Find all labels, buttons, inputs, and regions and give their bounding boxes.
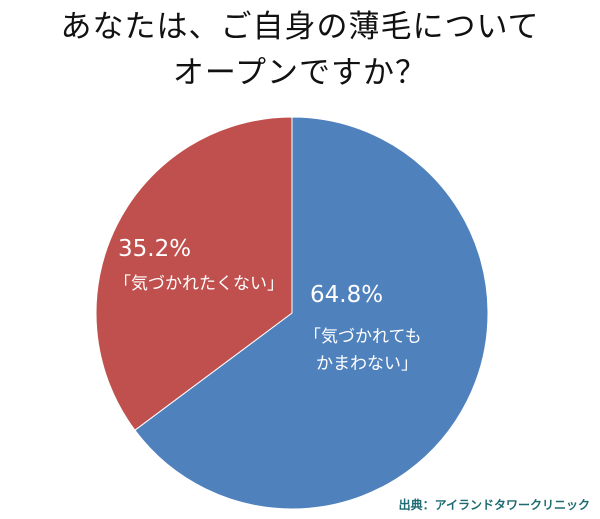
slice-value-label-hidden: 35.2% (118, 236, 191, 262)
chart-title-line-1: あなたは、ご自身の薄毛について (60, 9, 540, 45)
pie-slices (95, 116, 489, 510)
slice-name-line-2-open: かまわない」 (316, 354, 418, 374)
chart-title: あなたは、ご自身の薄毛について オープンですか？ (0, 4, 600, 96)
pie-slice-hidden (95, 116, 293, 431)
slice-name-line-1-open: 「気づかれても (304, 327, 422, 347)
pie-slice-open (134, 116, 489, 510)
slice-value-label-open: 64.8% (310, 282, 383, 308)
slice-label-open: 64.8% 「気づかれても かまわない」 (304, 282, 422, 374)
slice-name-line-1-hidden: 「気づかれたくない」 (114, 274, 284, 294)
slice-label-hidden: 35.2% 「気づかれたくない」 (114, 236, 284, 294)
chart-title-line-2: オープンですか？ (172, 55, 428, 91)
source-credit: 出典：アイランドタワークリニック (398, 498, 590, 512)
